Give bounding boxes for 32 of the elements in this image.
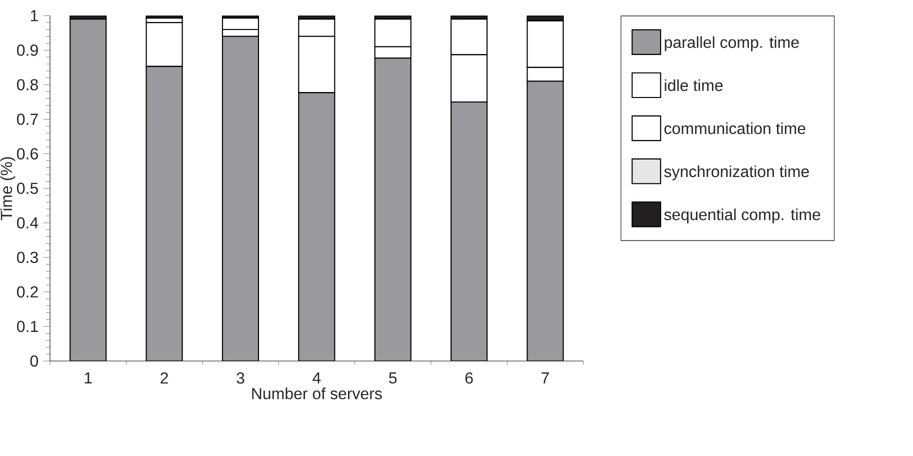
x-tick-label: 5 <box>389 372 397 384</box>
legend-label: idle time <box>664 79 723 92</box>
y-tick-label: 0 <box>30 355 38 367</box>
x-tick-label: 2 <box>160 372 168 384</box>
legend-label: parallel comp. time <box>664 36 799 52</box>
x-tick-label: 1 <box>84 372 92 384</box>
x-axis-title: Number of servers <box>252 388 382 400</box>
bar <box>374 58 412 361</box>
bar <box>526 80 564 361</box>
y-tick-label: 0.8 <box>17 79 38 90</box>
y-tick-label: 0.3 <box>17 252 38 264</box>
y-axis-title: Time (%) <box>0 157 16 220</box>
y-tick-label: 1 <box>30 10 38 22</box>
bar <box>70 18 107 361</box>
x-tick-label: 7 <box>542 372 549 384</box>
y-tick-label: 0.1 <box>17 320 38 332</box>
bar <box>222 36 260 361</box>
bar <box>298 92 336 361</box>
legend-label: synchronization time <box>664 165 809 180</box>
y-tick-label: 0.6 <box>17 148 38 160</box>
x-tick-label: 6 <box>465 372 473 384</box>
bar <box>450 101 488 361</box>
y-tick-label: 0.5 <box>17 182 38 194</box>
legend-label: communication time <box>664 122 806 134</box>
legend-label: sequential comp. time <box>664 208 820 224</box>
y-tick-label: 0.4 <box>17 217 38 229</box>
y-tick-label: 0.7 <box>17 114 38 125</box>
x-tick-label: 3 <box>236 372 244 384</box>
bar <box>146 66 183 361</box>
y-tick-label: 0.9 <box>17 44 38 56</box>
x-tick-label: 4 <box>312 372 321 384</box>
y-tick-label: 0.2 <box>17 286 38 298</box>
